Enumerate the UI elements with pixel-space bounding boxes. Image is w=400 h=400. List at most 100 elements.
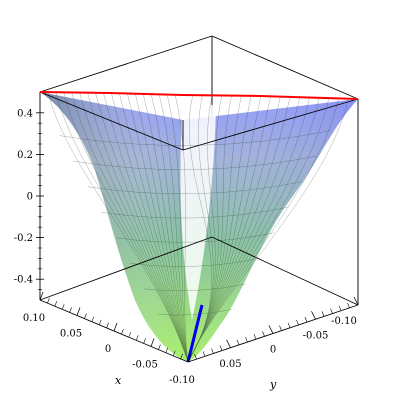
mesh-contour bbox=[129, 258, 261, 267]
x-tick-label: 0 bbox=[105, 344, 111, 355]
x-tick-label: 0.05 bbox=[60, 329, 82, 340]
z-axis: 0.4 0.2 0 -0.2 -0.4 bbox=[14, 108, 44, 290]
x-minor-tick bbox=[128, 332, 132, 338]
box-front-edges bbox=[39, 91, 359, 363]
y-minor-tick bbox=[211, 348, 214, 354]
x-minor-tick bbox=[172, 350, 176, 356]
x-tick-label: 0.10 bbox=[23, 313, 45, 324]
x-minor-tick bbox=[91, 316, 95, 322]
mesh-line bbox=[135, 93, 189, 363]
x-minor-tick bbox=[98, 319, 102, 325]
y-minor-tick bbox=[338, 305, 342, 311]
y-minor-tick bbox=[194, 354, 197, 360]
x-minor-tick bbox=[135, 335, 139, 341]
y-tick bbox=[353, 296, 359, 306]
y-tick bbox=[226, 339, 231, 348]
y-tick bbox=[311, 311, 316, 320]
x-minor-tick bbox=[143, 338, 146, 344]
x-minor-tick bbox=[54, 301, 58, 307]
y-minor-tick bbox=[321, 311, 325, 317]
mesh-line bbox=[55, 92, 189, 363]
z-tick-label: 0 bbox=[27, 192, 33, 203]
y-minor-tick bbox=[330, 308, 333, 314]
mesh-contour bbox=[158, 309, 232, 316]
mesh-line bbox=[166, 94, 189, 363]
x-minor-tick bbox=[106, 322, 109, 329]
mesh-line bbox=[187, 95, 223, 363]
x-minor-tick bbox=[180, 353, 183, 360]
x-tick bbox=[113, 322, 118, 332]
mesh-line bbox=[187, 95, 216, 363]
mesh-line bbox=[187, 98, 330, 363]
mesh-contour bbox=[87, 181, 303, 195]
y-tick-label: 0.05 bbox=[219, 359, 241, 370]
z-tick-label: 0.2 bbox=[17, 150, 33, 161]
z-tick-label: 0.4 bbox=[17, 108, 33, 119]
surface bbox=[40, 92, 358, 363]
mesh-contour bbox=[115, 232, 275, 243]
x-minor-tick bbox=[84, 313, 87, 319]
mesh-line bbox=[151, 94, 189, 363]
mesh-contour bbox=[73, 155, 317, 170]
mesh-line bbox=[187, 97, 300, 363]
mesh-contour bbox=[144, 283, 246, 291]
mesh-line bbox=[87, 92, 189, 363]
mesh-line bbox=[174, 94, 189, 363]
y-minor-tick bbox=[253, 334, 257, 340]
mesh-line bbox=[187, 96, 271, 363]
y-axis-label: y bbox=[269, 378, 277, 391]
y-tick-label: -0.10 bbox=[331, 316, 357, 327]
y-minor-tick bbox=[287, 322, 291, 328]
x-minor-tick bbox=[121, 328, 124, 335]
mesh-line bbox=[119, 93, 189, 363]
x-tick bbox=[76, 307, 81, 316]
mesh-line bbox=[187, 97, 310, 363]
z-tick-label: -0.2 bbox=[14, 233, 33, 244]
y-minor-tick bbox=[219, 345, 223, 351]
x-tick bbox=[150, 338, 155, 347]
x-tick-label: -0.10 bbox=[169, 375, 195, 386]
y-minor-tick bbox=[279, 325, 282, 331]
bottom-edge-blue-line bbox=[186, 304, 204, 363]
mesh-line bbox=[187, 98, 339, 363]
y-minor-tick bbox=[347, 302, 350, 308]
mesh-line bbox=[71, 92, 189, 363]
mesh-line bbox=[187, 97, 291, 363]
mesh-line bbox=[143, 94, 189, 363]
mesh-contour bbox=[101, 207, 289, 219]
mesh-line bbox=[111, 93, 189, 363]
x-tick bbox=[39, 291, 44, 301]
y-axis: 0.05 0 -0.05-0.10 bbox=[194, 296, 359, 370]
mesh-line bbox=[79, 92, 189, 363]
x-axis: 0.10 0.05 0 -0.05 -0.10 bbox=[23, 291, 195, 386]
mesh-contour bbox=[59, 130, 331, 146]
x-minor-tick bbox=[165, 347, 169, 353]
z-tick-label: -0.4 bbox=[14, 275, 33, 286]
x-minor-tick bbox=[47, 297, 50, 304]
y-tick-label: -0.05 bbox=[303, 330, 329, 341]
y-minor-tick bbox=[296, 319, 299, 326]
x-tick-label: -0.05 bbox=[132, 360, 158, 371]
x-minor-tick bbox=[158, 344, 161, 350]
mesh-line bbox=[63, 92, 189, 363]
mesh-line bbox=[47, 92, 189, 363]
mesh-line bbox=[187, 95, 212, 363]
y-minor-tick bbox=[304, 316, 308, 323]
mesh-line bbox=[127, 93, 189, 363]
mesh-line bbox=[103, 93, 189, 363]
y-minor-tick bbox=[236, 339, 240, 346]
y-minor-tick bbox=[245, 336, 248, 343]
mesh-line bbox=[187, 97, 281, 363]
y-tick bbox=[268, 325, 274, 334]
mesh-line bbox=[158, 94, 189, 363]
y-minor-tick bbox=[262, 331, 265, 337]
x-minor-tick bbox=[61, 304, 65, 310]
x-axis-label: x bbox=[115, 374, 122, 387]
mesh-line bbox=[187, 98, 349, 363]
surface-mesh bbox=[47, 92, 349, 363]
mesh-line bbox=[187, 95, 214, 363]
top-edge-red-line bbox=[39, 91, 359, 100]
y-minor-tick bbox=[202, 351, 206, 357]
y-tick-label: 0 bbox=[270, 345, 276, 356]
